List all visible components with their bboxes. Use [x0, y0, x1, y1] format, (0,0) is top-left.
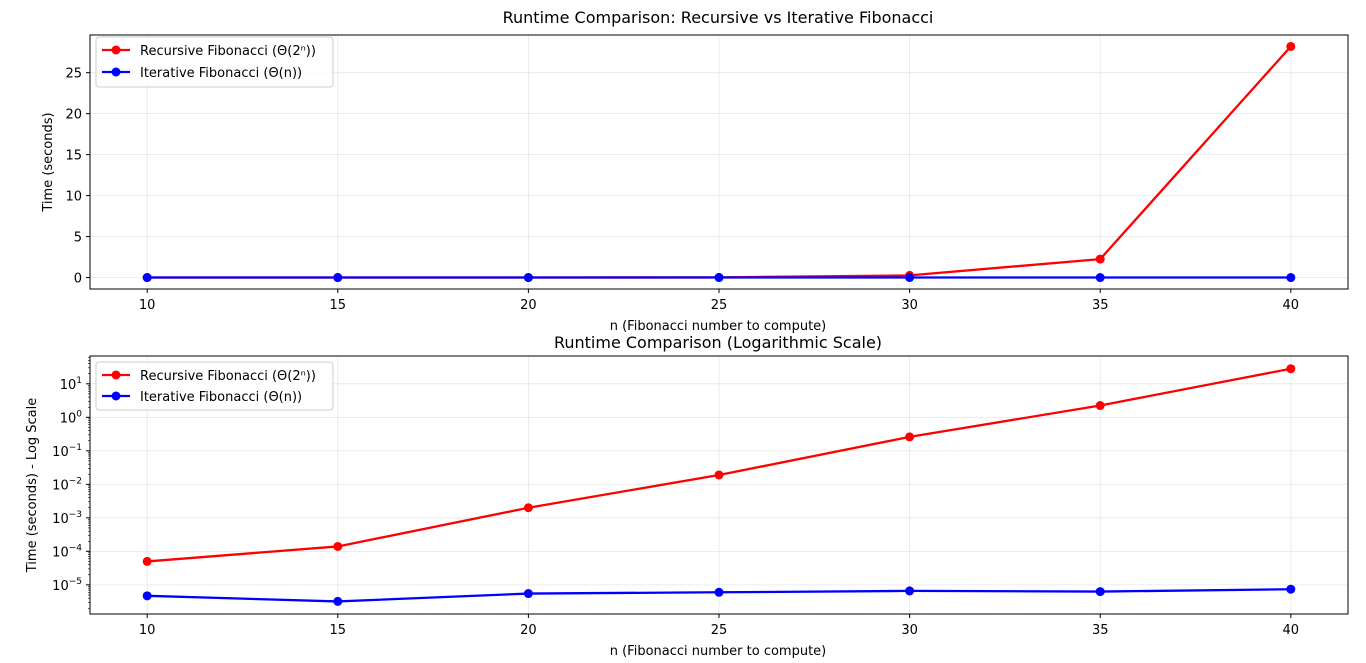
x-tick-label: 20: [520, 623, 537, 638]
chart1-title: Runtime Comparison: Recursive vs Iterati…: [503, 8, 934, 27]
y-tick-label: 25: [65, 67, 82, 82]
chart1-y-ticks: 0 5 10 15 20 25: [65, 67, 90, 287]
data-point-iterative: [905, 273, 915, 283]
chart1-grid: [90, 35, 1348, 289]
chart2-y-label: Time (seconds) - Log Scale: [25, 398, 40, 574]
data-point-iterative: [1286, 584, 1296, 594]
data-point-iterative: [333, 273, 343, 283]
data-point-iterative: [905, 586, 915, 596]
y-tick-label: 10−4: [52, 543, 82, 560]
chart1-legend-label-recursive: Recursive Fibonacci (Θ(2ⁿ)): [140, 44, 316, 59]
data-point-recursive: [714, 470, 724, 480]
data-point-recursive: [1286, 41, 1296, 51]
linear-chart: Runtime Comparison: Recursive vs Iterati…: [41, 8, 1349, 334]
chart1-series: [142, 41, 1296, 283]
log-chart: Runtime Comparison (Logarithmic Scale) 1…: [25, 333, 1349, 659]
x-tick-label: 40: [1283, 623, 1300, 638]
data-point-recursive: [1095, 254, 1105, 264]
x-tick-label: 15: [330, 298, 347, 313]
y-tick-label: 10: [65, 190, 82, 205]
y-tick-label: 20: [65, 108, 82, 123]
data-point-recursive: [523, 503, 533, 513]
chart1-legend: Recursive Fibonacci (Θ(2ⁿ)) Iterative Fi…: [95, 36, 334, 88]
x-tick-label: 35: [1092, 623, 1109, 638]
y-tick-label: 10−2: [52, 476, 82, 493]
chart2-legend-marker-iterative: [111, 391, 121, 401]
chart1-y-label: Time (seconds): [41, 112, 56, 212]
chart1-legend-marker-recursive: [111, 45, 121, 55]
chart2-legend-box: [95, 361, 334, 411]
y-tick-label: 10−5: [52, 577, 82, 594]
x-tick-label: 10: [139, 623, 156, 638]
data-point-iterative: [1095, 587, 1105, 597]
x-tick-label: 35: [1092, 298, 1109, 313]
y-tick-label: 100: [60, 409, 83, 426]
data-point-recursive: [1095, 401, 1105, 411]
x-tick-label: 25: [711, 298, 728, 313]
x-tick-label: 30: [901, 298, 918, 313]
data-point-iterative: [523, 589, 533, 599]
chart2-x-ticks: 10 15 20 25 30 35 40: [139, 614, 1299, 638]
chart1-legend-label-iterative: Iterative Fibonacci (Θ(n)): [140, 66, 302, 81]
y-tick-label: 10−3: [52, 510, 82, 527]
x-tick-label: 30: [901, 623, 918, 638]
chart1-legend-marker-iterative: [111, 67, 121, 77]
data-point-recursive: [142, 556, 152, 566]
chart2-title: Runtime Comparison (Logarithmic Scale): [554, 333, 882, 352]
data-point-recursive: [333, 541, 343, 551]
y-tick-label: 5: [74, 231, 82, 246]
data-point-iterative: [142, 591, 152, 601]
x-tick-label: 40: [1283, 298, 1300, 313]
data-point-recursive: [1286, 364, 1296, 374]
y-tick-label: 15: [65, 149, 82, 164]
data-point-iterative: [714, 587, 724, 597]
chart2-legend-label-recursive: Recursive Fibonacci (Θ(2ⁿ)): [140, 369, 316, 384]
data-point-recursive: [905, 432, 915, 442]
chart2-legend-marker-recursive: [111, 370, 121, 380]
chart2-y-ticks: 10−5 10−4 10−3 10−2 10−1 100 101: [52, 357, 90, 609]
data-point-iterative: [1095, 273, 1105, 283]
x-tick-label: 25: [711, 623, 728, 638]
chart1-x-label: n (Fibonacci number to compute): [610, 319, 827, 334]
chart2-grid: [90, 356, 1348, 614]
y-tick-label: 10−1: [52, 443, 82, 460]
x-tick-label: 10: [139, 298, 156, 313]
x-tick-label: 15: [330, 623, 347, 638]
data-point-iterative: [333, 596, 343, 606]
chart2-x-label: n (Fibonacci number to compute): [610, 644, 827, 659]
chart2-legend: Recursive Fibonacci (Θ(2ⁿ)) Iterative Fi…: [95, 361, 334, 411]
chart1-legend-box: [95, 36, 334, 88]
y-tick-label: 0: [74, 272, 82, 287]
data-point-iterative: [142, 273, 152, 283]
chart2-series: [142, 364, 1296, 606]
chart2-legend-label-iterative: Iterative Fibonacci (Θ(n)): [140, 390, 302, 405]
x-tick-label: 20: [520, 298, 537, 313]
data-point-iterative: [1286, 273, 1296, 283]
y-tick-label: 101: [60, 376, 82, 393]
chart1-x-ticks: 10 15 20 25 30 35 40: [139, 289, 1299, 313]
data-point-iterative: [523, 273, 533, 283]
data-point-iterative: [714, 273, 724, 283]
